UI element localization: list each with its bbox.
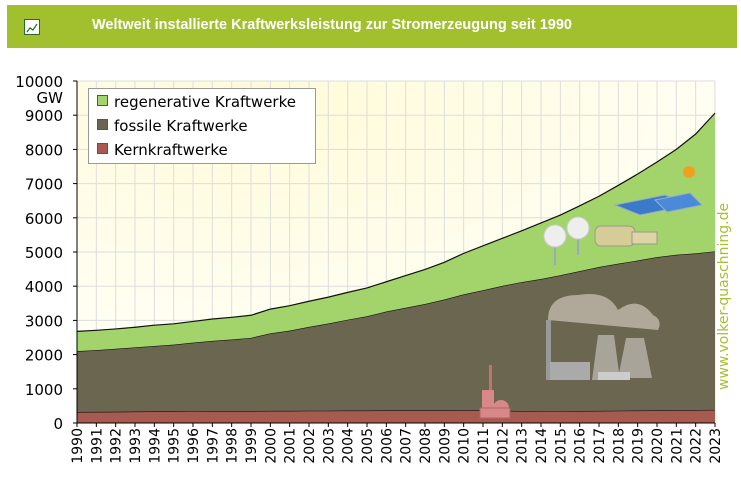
x-tick-label: 2011 — [476, 428, 492, 464]
legend-swatch — [97, 119, 108, 130]
x-tick-label: 1994 — [147, 428, 163, 464]
wind-turbine-icon — [543, 216, 590, 265]
x-tick-label: 2016 — [573, 428, 589, 464]
x-tick-label: 2017 — [592, 428, 608, 464]
x-tick-label: 2022 — [689, 428, 705, 464]
legend-item-fossil: fossile Kraftwerke — [97, 117, 248, 135]
title-bar: Weltweit installierte Kraftwerksleistung… — [7, 5, 737, 48]
y-tick-label: 7000 — [25, 176, 63, 194]
series-line — [76, 112, 716, 332]
coal-power-plant-icon — [546, 294, 660, 380]
x-tick-label: 2015 — [553, 428, 569, 464]
x-tick-label: 2000 — [263, 428, 279, 464]
y-tick-label: 4000 — [25, 278, 63, 296]
power-plant-illustrations — [479, 166, 704, 419]
legend-item-renewable: regenerative Kraftwerke — [97, 93, 296, 111]
x-tick-label: 1993 — [128, 428, 144, 464]
x-tick-label: 2020 — [650, 428, 666, 464]
legend-item-nuclear: Kernkraftwerke — [97, 141, 228, 159]
legend-label: regenerative Kraftwerke — [114, 93, 296, 111]
x-tick-label: 2012 — [495, 428, 511, 464]
nuclear-power-plant-icon — [479, 365, 511, 419]
area-nuclear — [77, 409, 715, 423]
y-tick-label: 9000 — [25, 107, 63, 125]
y-axis-unit: GW — [37, 89, 64, 107]
x-tick-label: 2002 — [302, 428, 318, 464]
legend-swatch — [97, 143, 108, 154]
x-tick-label: 1999 — [244, 428, 260, 464]
x-tick-label: 2008 — [418, 428, 434, 464]
y-tick-label: 1000 — [25, 381, 63, 399]
biogas-plant-icon — [594, 225, 658, 247]
x-tick-label: 2019 — [631, 428, 647, 464]
x-tick-label: 1991 — [89, 428, 105, 464]
legend-label: Kernkraftwerke — [114, 141, 228, 159]
x-tick-label: 1990 — [70, 428, 86, 464]
x-tick-label: 2003 — [321, 428, 337, 464]
legend-swatch — [97, 95, 108, 106]
x-tick-label: 2010 — [457, 428, 473, 464]
solar-panel-icon — [613, 166, 704, 216]
x-tick-label: 2007 — [399, 428, 415, 464]
y-tick-label: 10000 — [15, 73, 63, 91]
y-tick-label: 8000 — [25, 141, 63, 159]
y-tick-label: 2000 — [25, 347, 63, 365]
y-tick-label: 6000 — [25, 210, 63, 228]
x-tick-label: 2023 — [708, 428, 724, 464]
y-tick-label: 0 — [53, 415, 63, 433]
line-chart-icon — [24, 19, 40, 35]
chart-title: Weltweit installierte Kraftwerksleistung… — [92, 17, 572, 33]
y-tick-label: 5000 — [25, 244, 63, 262]
x-tick-label: 2005 — [360, 428, 376, 464]
x-tick-label: 2021 — [669, 428, 685, 464]
series-line — [76, 250, 716, 352]
watermark: www.volker-quaschning.de — [716, 202, 732, 390]
x-tick-label: 2009 — [437, 428, 453, 464]
x-tick-label: 1996 — [186, 428, 202, 464]
legend-label: fossile Kraftwerke — [114, 117, 248, 135]
x-tick-label: 1992 — [109, 428, 125, 464]
x-tick-label: 2001 — [283, 428, 299, 464]
x-tick-label: 1995 — [167, 428, 183, 464]
x-tick-label: 2013 — [515, 428, 531, 464]
y-tick-label: 3000 — [25, 312, 63, 330]
x-tick-label: 1998 — [225, 428, 241, 464]
chart-legend: regenerative Kraftwerke fossile Kraftwer… — [88, 88, 316, 164]
x-tick-label: 1997 — [205, 428, 221, 464]
x-tick-label: 2014 — [534, 428, 550, 464]
x-tick-label: 2004 — [341, 428, 357, 464]
x-tick-label: 2018 — [611, 428, 627, 464]
x-tick-label: 2006 — [379, 428, 395, 464]
